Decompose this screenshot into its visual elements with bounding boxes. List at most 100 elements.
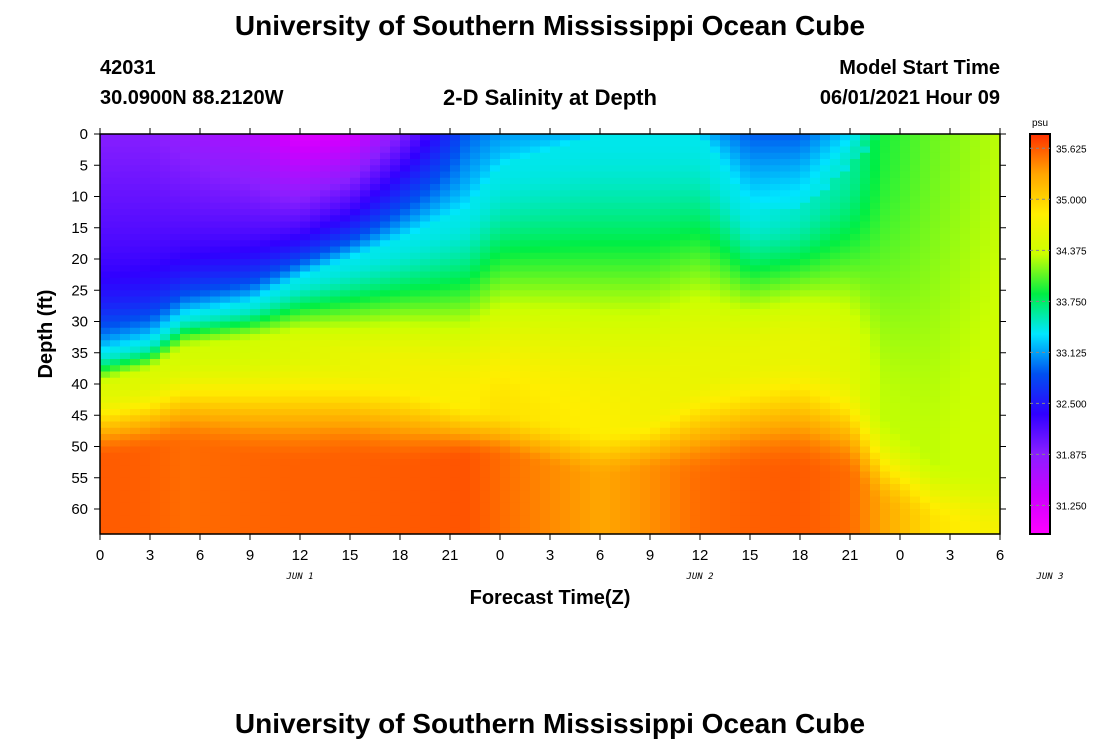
heatmap-cell [400, 165, 411, 173]
heatmap-cell [770, 296, 781, 304]
heatmap-cell [820, 240, 831, 248]
heatmap-cell [220, 484, 231, 491]
heatmap-cell [110, 309, 121, 316]
heatmap-cell [740, 184, 751, 191]
heatmap-cell [340, 446, 351, 454]
heatmap-cell [240, 465, 251, 473]
heatmap-cell [400, 327, 411, 335]
heatmap-cell [430, 434, 441, 441]
heatmap-cell [500, 427, 511, 435]
heatmap-cell [230, 159, 241, 166]
heatmap-cell [160, 440, 171, 448]
heatmap-cell [700, 327, 711, 335]
heatmap-cell [600, 496, 611, 504]
heatmap-cell [410, 471, 421, 479]
heatmap-cell [370, 309, 381, 316]
heatmap-cell [470, 221, 481, 229]
heatmap-cell [420, 390, 431, 398]
heatmap-cell [200, 471, 211, 479]
heatmap-cell [620, 146, 631, 154]
heatmap-cell [640, 277, 651, 285]
heatmap-cell [320, 202, 331, 210]
heatmap-cell [190, 434, 201, 441]
heatmap-cell [120, 296, 131, 304]
heatmap-cell [690, 346, 701, 354]
heatmap-cell [800, 177, 811, 185]
heatmap-cell [370, 190, 381, 198]
heatmap-cell [640, 515, 651, 523]
heatmap-cell [630, 215, 641, 223]
heatmap-cell [290, 190, 301, 198]
heatmap-cell [850, 484, 861, 491]
heatmap-cell [310, 215, 321, 223]
heatmap-cell [480, 521, 491, 529]
heatmap-cell [640, 221, 651, 229]
heatmap-cell [660, 484, 671, 491]
heatmap-cell [710, 421, 721, 429]
heatmap-cell [610, 440, 621, 448]
heatmap-cell [580, 352, 591, 360]
heatmap-cell [450, 365, 461, 373]
heatmap-cell [170, 452, 181, 460]
heatmap-cell [670, 234, 681, 241]
heatmap-cell [760, 240, 771, 248]
heatmap-cell [410, 177, 421, 185]
heatmap-cell [790, 327, 801, 335]
heatmap-cell [520, 515, 531, 523]
heatmap-cell [840, 227, 851, 235]
heatmap-cell [250, 252, 261, 260]
heatmap-cell [810, 221, 821, 229]
heatmap-cell [240, 234, 251, 241]
heatmap-cell [390, 321, 401, 329]
heatmap-cell [170, 446, 181, 454]
heatmap-cell [530, 271, 541, 279]
heatmap-cell [830, 377, 841, 385]
heatmap-cell [800, 465, 811, 473]
heatmap-cell [370, 171, 381, 179]
heatmap-cell [260, 240, 271, 248]
heatmap-cell [810, 184, 821, 191]
heatmap-cell [350, 377, 361, 385]
heatmap-cell [300, 440, 311, 448]
heatmap-cell [650, 177, 661, 185]
heatmap-cell [140, 521, 151, 529]
heatmap-cell [170, 240, 181, 248]
heatmap-cell [120, 365, 131, 373]
heatmap-cell [290, 321, 301, 329]
heatmap-cell [670, 196, 681, 204]
heatmap-cell [280, 309, 291, 316]
heatmap-cell [380, 240, 391, 248]
heatmap-cell [700, 484, 711, 491]
heatmap-cell [490, 202, 501, 210]
heatmap-cell [680, 221, 691, 229]
heatmap-cell [530, 152, 541, 160]
heatmap-cell [420, 277, 431, 285]
heatmap-cell [530, 177, 541, 185]
heatmap-cell [310, 134, 321, 141]
heatmap-cell [740, 159, 751, 166]
heatmap-cell [260, 402, 271, 410]
heatmap-cell [470, 184, 481, 191]
heatmap-cell [820, 471, 831, 479]
heatmap-cell [520, 409, 531, 416]
heatmap-cell [400, 440, 411, 448]
heatmap-cell [490, 371, 501, 379]
heatmap-cell [800, 490, 811, 498]
heatmap-cell [220, 315, 231, 323]
heatmap-cell [490, 159, 501, 166]
heatmap-cell [310, 496, 321, 504]
heatmap-cell [140, 346, 151, 354]
heatmap-cell [860, 290, 871, 298]
heatmap-cell [320, 215, 331, 223]
heatmap-cell [560, 352, 571, 360]
heatmap-cell [540, 440, 551, 448]
heatmap-cell [730, 271, 741, 279]
heatmap-cell [190, 396, 201, 404]
heatmap-cell [470, 465, 481, 473]
heatmap-cell [590, 227, 601, 235]
heatmap-cell [360, 396, 371, 404]
heatmap-cell [600, 471, 611, 479]
heatmap-cell [280, 409, 291, 416]
heatmap-cell [650, 434, 661, 441]
heatmap-cell [530, 146, 541, 154]
